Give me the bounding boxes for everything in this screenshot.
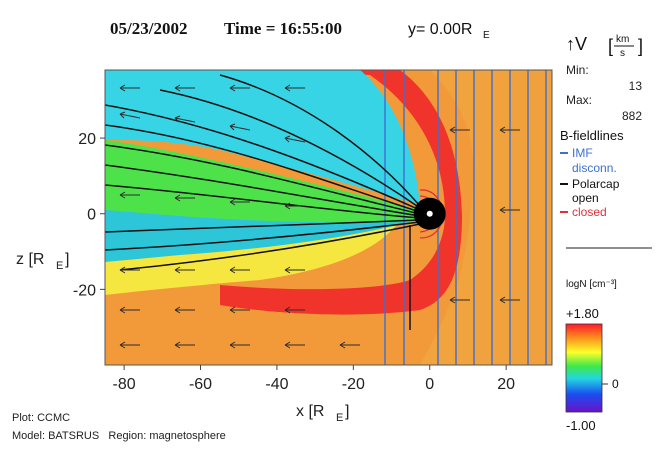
velocity-arrows <box>119 84 520 349</box>
y-axis-subscript: E <box>56 260 63 272</box>
fieldline-legend-label: Polarcap <box>572 177 620 191</box>
velocity-legend: ↑V km s [ ] Min: 13 Max: 882 <box>566 34 643 123</box>
polarcap-fieldlines <box>105 74 421 330</box>
title-date: 05/23/2002 <box>110 19 187 38</box>
magnetosheath-band <box>210 70 462 315</box>
fieldline-legend-label: disconn. <box>572 161 617 175</box>
x-tick-label: 0 <box>425 376 434 393</box>
plot-area <box>105 70 552 365</box>
velocity-max-value: 882 <box>622 109 642 123</box>
fieldline-legend-title: B-fieldlines <box>560 128 624 143</box>
fieldline-legend-label: IMF <box>572 146 593 160</box>
footer-plot-credit: Plot: CCMC <box>12 412 70 424</box>
x-axis-label: x [R <box>296 403 324 420</box>
plot-title: 05/23/2002 Time = 16:55:00 y= 0.00R E <box>110 19 490 41</box>
colorbar-max-label: +1.80 <box>566 306 599 321</box>
y-tick-label: 0 <box>87 207 96 224</box>
x-tick-label: 20 <box>497 376 515 393</box>
y-axis-label: z [R <box>16 251 44 268</box>
colorbar-gradient <box>565 323 603 413</box>
north-lobe-region <box>105 70 420 205</box>
velocity-max-label: Max: <box>566 93 592 107</box>
title-time: Time = 16:55:00 <box>224 19 342 38</box>
fieldline-legend-label: open <box>572 191 599 205</box>
x-axis-subscript: E <box>336 412 343 424</box>
velocity-unit-bracket-left: [ <box>608 36 613 56</box>
x-tick-label: -60 <box>189 376 212 393</box>
x-axis-ticks: -80 -60 -40 -20 0 20 <box>113 365 515 393</box>
title-y-position: y= 0.00R <box>408 21 472 38</box>
x-axis-title: x [R E ] <box>296 403 349 424</box>
velocity-min-value: 13 <box>629 79 643 93</box>
plot-footer: Plot: CCMC Model: BATSRUS Region: magnet… <box>12 412 226 442</box>
velocity-unit-top: km <box>616 34 629 45</box>
y-axis-bracket: ] <box>65 251 69 268</box>
y-axis-title: z [R E ] <box>16 251 69 272</box>
y-tick-label: -20 <box>73 282 96 299</box>
title-y-subscript: E <box>483 30 490 41</box>
x-tick-label: -80 <box>113 376 136 393</box>
colorbar-label: logN [cm⁻³] <box>566 279 617 290</box>
velocity-min-label: Min: <box>566 63 589 77</box>
colorbar: logN [cm⁻³] +1.80 0 -1.00 <box>565 279 619 433</box>
colorbar-min-label: -1.00 <box>566 418 596 433</box>
x-tick-label: -40 <box>265 376 288 393</box>
x-axis-bracket: ] <box>345 403 349 420</box>
y-tick-label: 20 <box>78 131 96 148</box>
fieldline-legend-label: closed <box>572 205 607 219</box>
velocity-unit-bottom: s <box>620 48 625 59</box>
plot-frame <box>104 69 553 366</box>
velocity-unit-bracket-right: ] <box>638 36 643 56</box>
earth-marker <box>413 197 446 230</box>
colorbar-mid-label: 0 <box>612 377 619 391</box>
y-axis-ticks: 20 0 -20 <box>73 131 105 299</box>
footer-model-info: Model: BATSRUS Region: magnetosphere <box>12 430 226 442</box>
velocity-symbol: ↑V <box>566 34 587 54</box>
x-tick-label: -20 <box>342 376 365 393</box>
